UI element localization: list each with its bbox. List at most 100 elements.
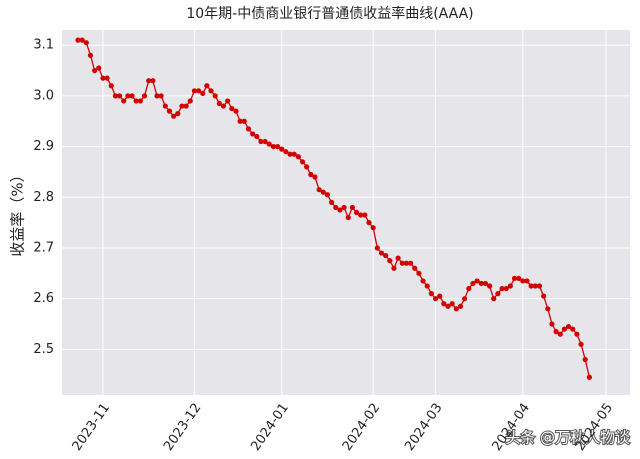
data-point	[262, 138, 268, 145]
data-point	[549, 321, 555, 327]
data-point	[437, 293, 443, 299]
data-point	[541, 293, 547, 299]
data-point	[441, 301, 447, 307]
data-point	[511, 275, 518, 282]
y-tick-label: 3.1	[33, 38, 54, 53]
data-point	[449, 301, 455, 307]
data-point	[453, 306, 459, 312]
data-point	[137, 98, 143, 104]
data-point	[478, 280, 484, 287]
x-tick-label: 2023-11	[70, 401, 113, 454]
data-point	[536, 283, 543, 289]
y-tick-label: 2.7	[33, 240, 54, 255]
data-point	[208, 88, 214, 94]
data-point	[179, 103, 185, 109]
data-point	[333, 204, 339, 211]
data-point	[79, 37, 85, 43]
data-point	[420, 278, 426, 284]
y-tick-label: 3.0	[33, 88, 54, 103]
data-point	[270, 143, 277, 150]
y-axis-label: 收益率（%）	[9, 167, 27, 256]
data-point	[96, 65, 102, 71]
data-point	[191, 88, 198, 94]
chart-title: 10年期-中债商业银行普通债收益率曲线(AAA)	[186, 5, 473, 22]
data-point	[146, 78, 152, 84]
x-tick-label: 2024-03	[402, 401, 445, 454]
data-point	[516, 275, 522, 282]
data-point	[378, 250, 385, 256]
data-point	[100, 75, 106, 81]
data-point	[287, 151, 293, 157]
data-point	[92, 67, 98, 74]
data-point	[407, 260, 414, 266]
data-point	[229, 105, 235, 112]
data-point	[150, 78, 156, 84]
data-point	[345, 214, 351, 221]
data-point	[499, 285, 505, 292]
data-point	[561, 326, 568, 332]
data-point	[503, 285, 509, 292]
data-point	[462, 296, 468, 302]
data-point	[358, 212, 364, 218]
data-point	[524, 278, 530, 284]
data-point	[141, 93, 148, 99]
data-point	[312, 174, 318, 180]
data-point	[279, 146, 285, 152]
data-point	[383, 252, 389, 259]
data-point	[553, 329, 559, 335]
data-point	[470, 280, 476, 287]
data-point	[428, 291, 434, 297]
data-point	[129, 93, 135, 99]
data-point	[520, 278, 526, 284]
x-tick-label: 2024-01	[248, 401, 291, 454]
data-point	[565, 323, 572, 330]
data-point	[320, 189, 326, 195]
data-point	[158, 93, 164, 99]
data-point	[220, 103, 227, 109]
data-point	[245, 126, 252, 132]
data-point	[266, 141, 272, 147]
data-point	[166, 108, 173, 114]
data-point	[121, 98, 127, 104]
data-point	[557, 331, 563, 337]
data-point	[387, 258, 393, 264]
data-point	[399, 260, 405, 266]
data-point	[532, 283, 538, 289]
data-point	[586, 374, 592, 380]
x-tick-label: 2024-02	[340, 401, 383, 454]
data-point	[391, 265, 397, 271]
data-point	[241, 118, 247, 124]
data-point	[183, 103, 189, 109]
data-point	[403, 260, 410, 266]
y-tick-label: 2.8	[33, 190, 54, 205]
data-point	[491, 296, 497, 302]
data-point	[349, 204, 355, 211]
data-point	[570, 326, 576, 332]
data-point	[87, 52, 94, 58]
y-tick-label: 2.6	[33, 291, 54, 306]
data-point	[424, 283, 430, 289]
data-point	[370, 225, 376, 231]
data-point	[283, 149, 289, 155]
data-point	[171, 113, 177, 119]
data-point	[83, 40, 89, 46]
data-point	[187, 98, 193, 104]
marks	[75, 37, 592, 380]
data-point	[291, 151, 297, 157]
data-point	[466, 285, 472, 292]
data-point	[200, 90, 206, 96]
data-point	[324, 192, 331, 198]
data-point	[495, 291, 501, 297]
data-point	[108, 83, 114, 89]
data-point	[233, 108, 239, 114]
data-point	[195, 88, 202, 94]
data-point	[162, 103, 168, 109]
data-point	[274, 143, 281, 150]
y-tick-label: 2.9	[33, 139, 54, 154]
y-tick-label: 2.5	[33, 342, 54, 357]
data-point	[295, 154, 301, 160]
data-point	[482, 280, 489, 287]
data-point	[299, 159, 306, 165]
data-point	[212, 93, 218, 99]
